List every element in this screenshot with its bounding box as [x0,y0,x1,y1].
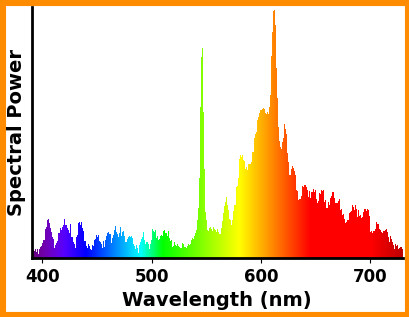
Y-axis label: Spectral Power: Spectral Power [7,49,26,216]
X-axis label: Wavelength (nm): Wavelength (nm) [122,291,311,310]
